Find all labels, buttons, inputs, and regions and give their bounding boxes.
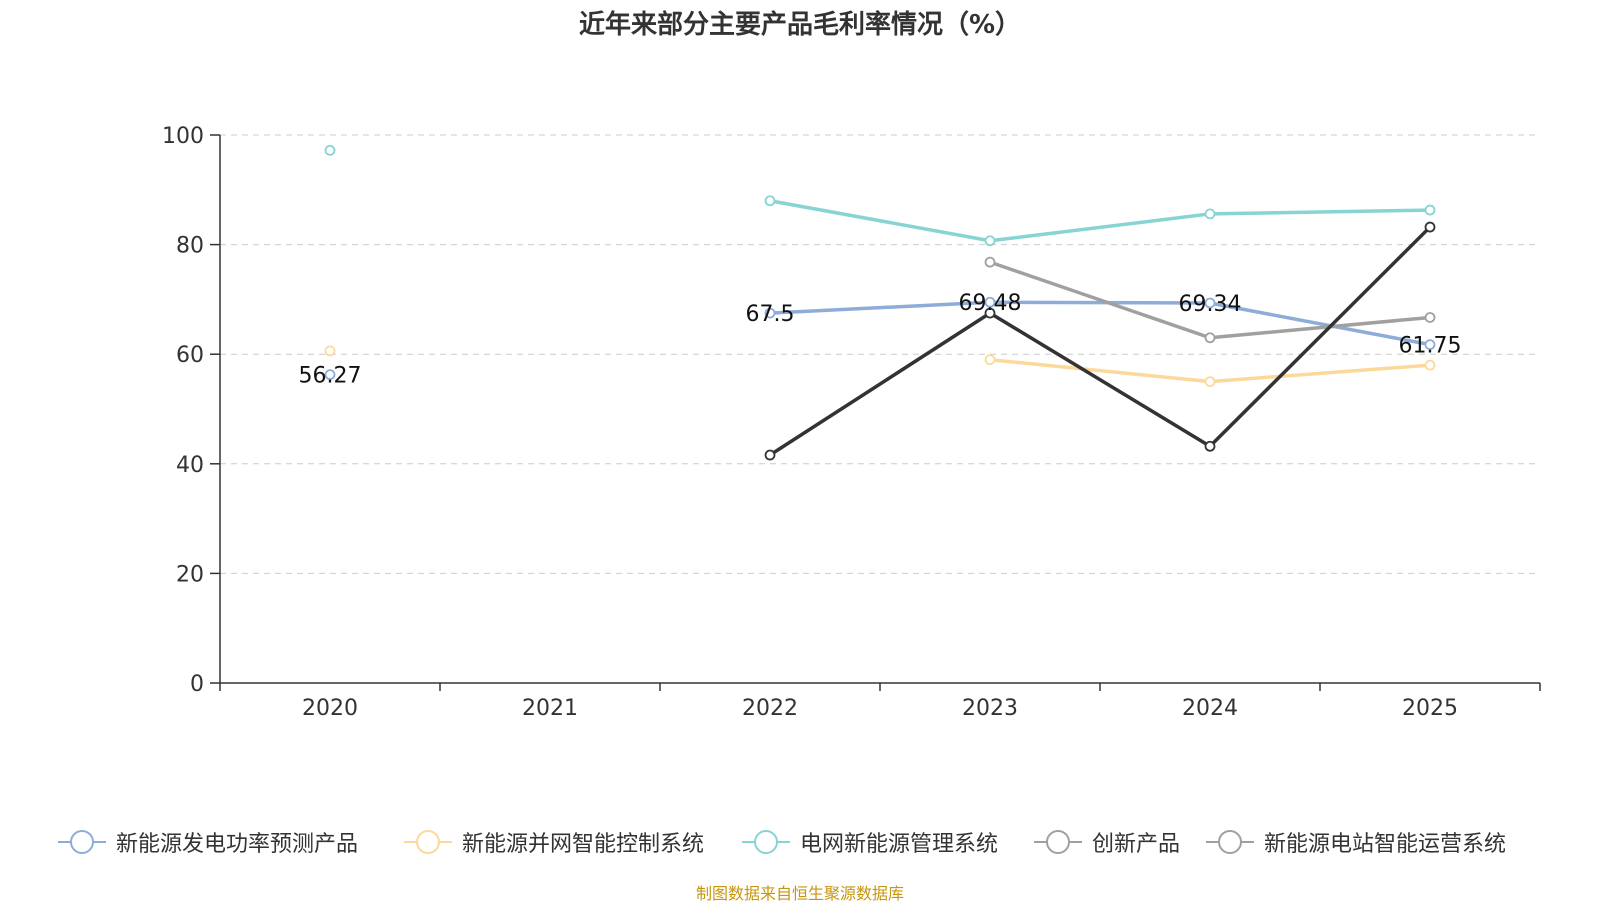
legend-marker-icon bbox=[742, 830, 790, 854]
axes: 0 20 40 60 80 100 2020 2021 2022 2023 2024 2025 bbox=[162, 124, 1541, 721]
series-lines bbox=[769, 199, 1432, 457]
legend-label: 创新产品 bbox=[1092, 832, 1181, 857]
legend-marker-icon bbox=[58, 830, 106, 854]
y-tick-label: 20 bbox=[176, 562, 204, 587]
data-point-2-2024[interactable] bbox=[1204, 208, 1216, 220]
data-points bbox=[324, 144, 1436, 461]
data-point-2-2025[interactable] bbox=[1424, 204, 1436, 216]
data-point-4-2025[interactable] bbox=[1424, 221, 1436, 233]
data-point-3-2023[interactable] bbox=[984, 256, 996, 268]
x-tick-label-2025: 2025 bbox=[1402, 696, 1458, 721]
y-tick-label: 100 bbox=[162, 124, 204, 149]
data-point-0-2025[interactable] bbox=[1424, 339, 1436, 351]
x-tick-label-2024: 2024 bbox=[1182, 696, 1238, 721]
legend-item-1[interactable]: 新能源并网智能控制系统 bbox=[402, 822, 704, 862]
data-point-0-2023[interactable] bbox=[984, 296, 996, 308]
data-point-0-2020[interactable] bbox=[324, 369, 336, 381]
series-line-2 bbox=[769, 199, 1431, 243]
legend-item-4[interactable]: 新能源电站智能运营系统 bbox=[1204, 822, 1506, 862]
x-tick-label-2021: 2021 bbox=[522, 696, 578, 721]
data-point-2-2023[interactable] bbox=[984, 235, 996, 247]
legend-item-2[interactable]: 电网新能源管理系统 bbox=[740, 822, 998, 862]
legend-label: 新能源并网智能控制系统 bbox=[462, 832, 705, 857]
y-tick-label: 0 bbox=[190, 672, 204, 697]
data-point-4-2024[interactable] bbox=[1204, 440, 1216, 452]
legend-marker-icon bbox=[1206, 830, 1254, 854]
legend: 新能源发电功率预测产品 新能源并网智能控制系统 电网新能源管理系统 创新产品 新能源电站… bbox=[0, 822, 1600, 862]
data-point-1-2025[interactable] bbox=[1424, 359, 1436, 371]
data-label-2025: 61.75 bbox=[1399, 334, 1462, 359]
data-point-2-2020[interactable] bbox=[324, 144, 336, 156]
data-label-2020: 56.27 bbox=[299, 364, 362, 389]
data-labels: 56.27 67.5 69.48 69.34 61.75 bbox=[299, 291, 1462, 388]
legend-item-3[interactable]: 创新产品 bbox=[1032, 822, 1180, 862]
legend-item-0[interactable]: 新能源发电功率预测产品 bbox=[56, 822, 358, 862]
data-point-1-2020[interactable] bbox=[324, 345, 336, 357]
data-point-3-2024[interactable] bbox=[1204, 332, 1216, 344]
data-point-1-2023[interactable] bbox=[984, 354, 996, 366]
data-point-3-2025[interactable] bbox=[1424, 312, 1436, 323]
source-note: 制图数据来自恒生聚源数据库 bbox=[695, 884, 904, 903]
series-line-4 bbox=[769, 225, 1432, 457]
x-tick-label-2022: 2022 bbox=[742, 696, 798, 721]
data-label-2023: 69.48 bbox=[959, 291, 1022, 316]
legend-label: 新能源发电功率预测产品 bbox=[116, 832, 359, 857]
data-point-1-2024[interactable] bbox=[1204, 376, 1216, 388]
legend-marker-icon bbox=[1034, 830, 1082, 854]
data-label-2022: 67.5 bbox=[746, 302, 795, 327]
data-point-4-2022[interactable] bbox=[764, 449, 776, 461]
legend-label: 电网新能源管理系统 bbox=[800, 832, 999, 857]
y-tick-label: 60 bbox=[176, 343, 204, 368]
data-point-0-2024[interactable] bbox=[1204, 297, 1216, 309]
series-line-0 bbox=[769, 300, 1431, 347]
data-point-0-2022[interactable] bbox=[764, 307, 776, 319]
legend-marker-icon bbox=[404, 830, 452, 854]
grid-lines bbox=[220, 134, 1540, 574]
legend-label: 新能源电站智能运营系统 bbox=[1264, 832, 1507, 857]
data-point-4-2023[interactable] bbox=[984, 307, 996, 319]
data-label-2024: 69.34 bbox=[1179, 292, 1242, 317]
x-tick-label-2023: 2023 bbox=[962, 696, 1018, 721]
y-tick-label: 40 bbox=[176, 453, 204, 478]
chart-title: 近年来部分主要产品毛利率情况（%） bbox=[578, 10, 1022, 40]
x-tick-label-2020: 2020 bbox=[302, 696, 358, 721]
data-point-2-2022[interactable] bbox=[764, 195, 776, 207]
y-tick-label: 80 bbox=[176, 234, 204, 259]
